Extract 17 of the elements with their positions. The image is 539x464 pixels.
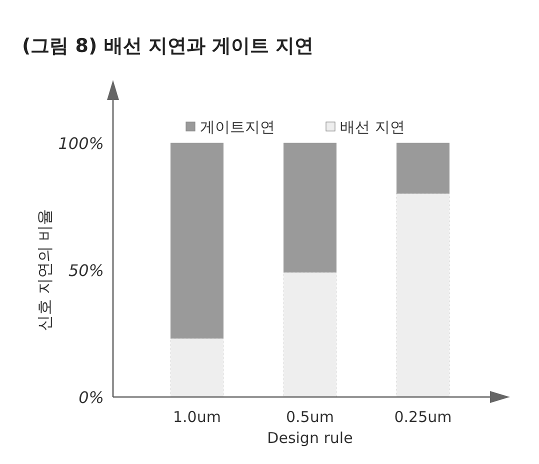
bar [396,193,450,398]
bar [170,338,224,398]
bar [284,142,336,272]
y-tick-label: 50% [68,260,104,280]
x-tick-label: 0.5um [286,408,334,426]
x-tick-label: 1.0um [173,408,221,426]
bar [396,142,450,194]
y-tick-label: 100% [58,134,104,153]
legend-label: 배선 지연 [340,118,405,136]
legend-label: 게이트지연 [200,118,275,136]
bar [170,142,224,339]
x-axis-title: Design rule [267,429,353,447]
x-tick-label: 0.25um [394,408,452,426]
bar [283,272,337,398]
y-axis-title: 신호 지연의 비율 [35,208,54,332]
y-tick-label: 0% [78,388,104,407]
chart-title: (그림 8) 배선 지연과 게이트 지연 [22,35,314,57]
